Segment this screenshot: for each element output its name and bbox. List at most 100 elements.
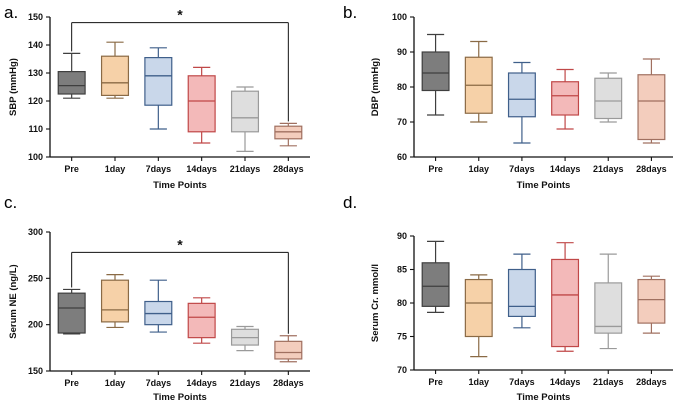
iqr-box [637,74,666,141]
box-Pre [57,52,86,99]
x-tick-label: Pre [428,377,443,387]
iqr-box [594,77,623,120]
x-axis-title: Time Points [517,180,571,191]
x-tick-label: 1day [105,164,126,174]
y-tick-label: 80 [397,82,407,92]
iqr-box [637,278,666,324]
iqr-box [57,70,86,95]
x-tick-label: 1day [468,377,489,387]
y-axis-title: SBP (mmHg) [8,58,19,116]
box-7days [507,253,536,329]
significance-star: * [177,7,183,23]
box-14days [187,66,216,144]
iqr-box [507,268,536,318]
iqr-box [274,125,303,140]
iqr-box [100,279,130,323]
y-tick-label: 150 [28,12,43,22]
iqr-box [230,90,260,133]
box-Pre [421,240,450,313]
box-14days [551,68,580,130]
iqr-box [421,51,450,92]
box-21days [230,86,260,152]
panel-1: a. 100 110 120 130 140 150 Pre 1day 7days 14days 21… [4,3,310,191]
y-tick-label: 90 [397,231,407,241]
box-7days [144,47,173,130]
box-1day [464,274,493,358]
y-tick-label: 100 [392,12,407,22]
y-tick-label: 80 [397,298,407,308]
x-tick-label: 28days [636,164,667,174]
x-axis-title: Time Points [153,180,207,191]
y-tick-label: 75 [397,332,407,342]
x-tick-label: 7days [509,164,535,174]
panel-4: d. 70 75 80 85 90 Pre 1day 7days 14days 21days 28da… [343,193,673,403]
box-28days [274,122,303,147]
x-tick-label: Pre [64,164,79,174]
x-tick-label: 14days [186,164,217,174]
panel-letter: b. [343,3,357,22]
x-tick-label: 14days [550,377,581,387]
y-tick-label: 100 [28,152,43,162]
x-tick-label: 7days [146,378,172,388]
iqr-box [464,278,493,338]
y-axis-title: Serum NE (ng/L) [8,264,19,338]
box-7days [144,279,173,333]
x-tick-label: 21days [593,377,624,387]
iqr-box [594,282,623,334]
y-tick-label: 130 [28,68,43,78]
x-tick-label: 7days [146,164,172,174]
box-1day [100,41,130,99]
y-tick-label: 110 [28,124,43,134]
significance-bracket: * [71,236,289,334]
box-Pre [421,33,450,116]
iqr-box [507,72,536,118]
x-tick-label: Pre [64,378,79,388]
box-21days [230,325,260,352]
y-tick-label: 140 [28,40,43,50]
panel-letter: d. [343,193,357,212]
y-tick-label: 70 [397,117,407,127]
x-tick-label: 28days [636,377,667,387]
y-tick-label: 150 [28,366,43,376]
panel-letter: c. [4,193,17,212]
y-tick-label: 90 [397,47,407,57]
y-tick-label: 85 [397,265,407,275]
box-7days [507,61,536,144]
x-tick-label: 14days [550,164,581,174]
panel-3: c. 150 200 250 300 Pre 1day 7days 14days 21days 28… [4,193,310,403]
significance-bracket: * [71,7,289,122]
box-14days [187,297,216,344]
significance-star: * [177,236,183,252]
iqr-box [100,55,130,97]
iqr-box [57,292,86,334]
box-28days [274,335,303,363]
iqr-box [421,262,450,307]
y-axis-title: Serum Cr. mmol/l [370,264,381,342]
iqr-box [187,75,216,133]
y-tick-label: 120 [28,96,43,106]
box-14days [551,242,580,352]
x-tick-label: Pre [428,164,443,174]
x-tick-label: 1day [105,378,126,388]
x-tick-label: 21days [230,164,261,174]
box-1day [100,274,130,329]
panel-letter: a. [4,3,18,22]
x-tick-label: 7days [509,377,535,387]
y-axis-title: DBP (mmHg) [370,58,381,116]
x-tick-label: 28days [273,164,304,174]
x-tick-label: 28days [273,378,304,388]
box-21days [594,253,623,350]
x-axis-title: Time Points [153,392,207,403]
box-28days [637,58,666,144]
box-1day [464,40,493,123]
panel-2: b. 60 70 80 90 100 Pre 1day 7days 14days 21days 28d… [343,3,673,191]
x-axis-title: Time Points [517,392,571,403]
iqr-box [144,56,173,106]
y-tick-label: 300 [28,227,43,237]
x-tick-label: 1day [468,164,489,174]
iqr-box [551,258,580,348]
iqr-box [187,302,216,339]
y-tick-label: 200 [28,320,43,330]
y-tick-label: 250 [28,273,43,283]
